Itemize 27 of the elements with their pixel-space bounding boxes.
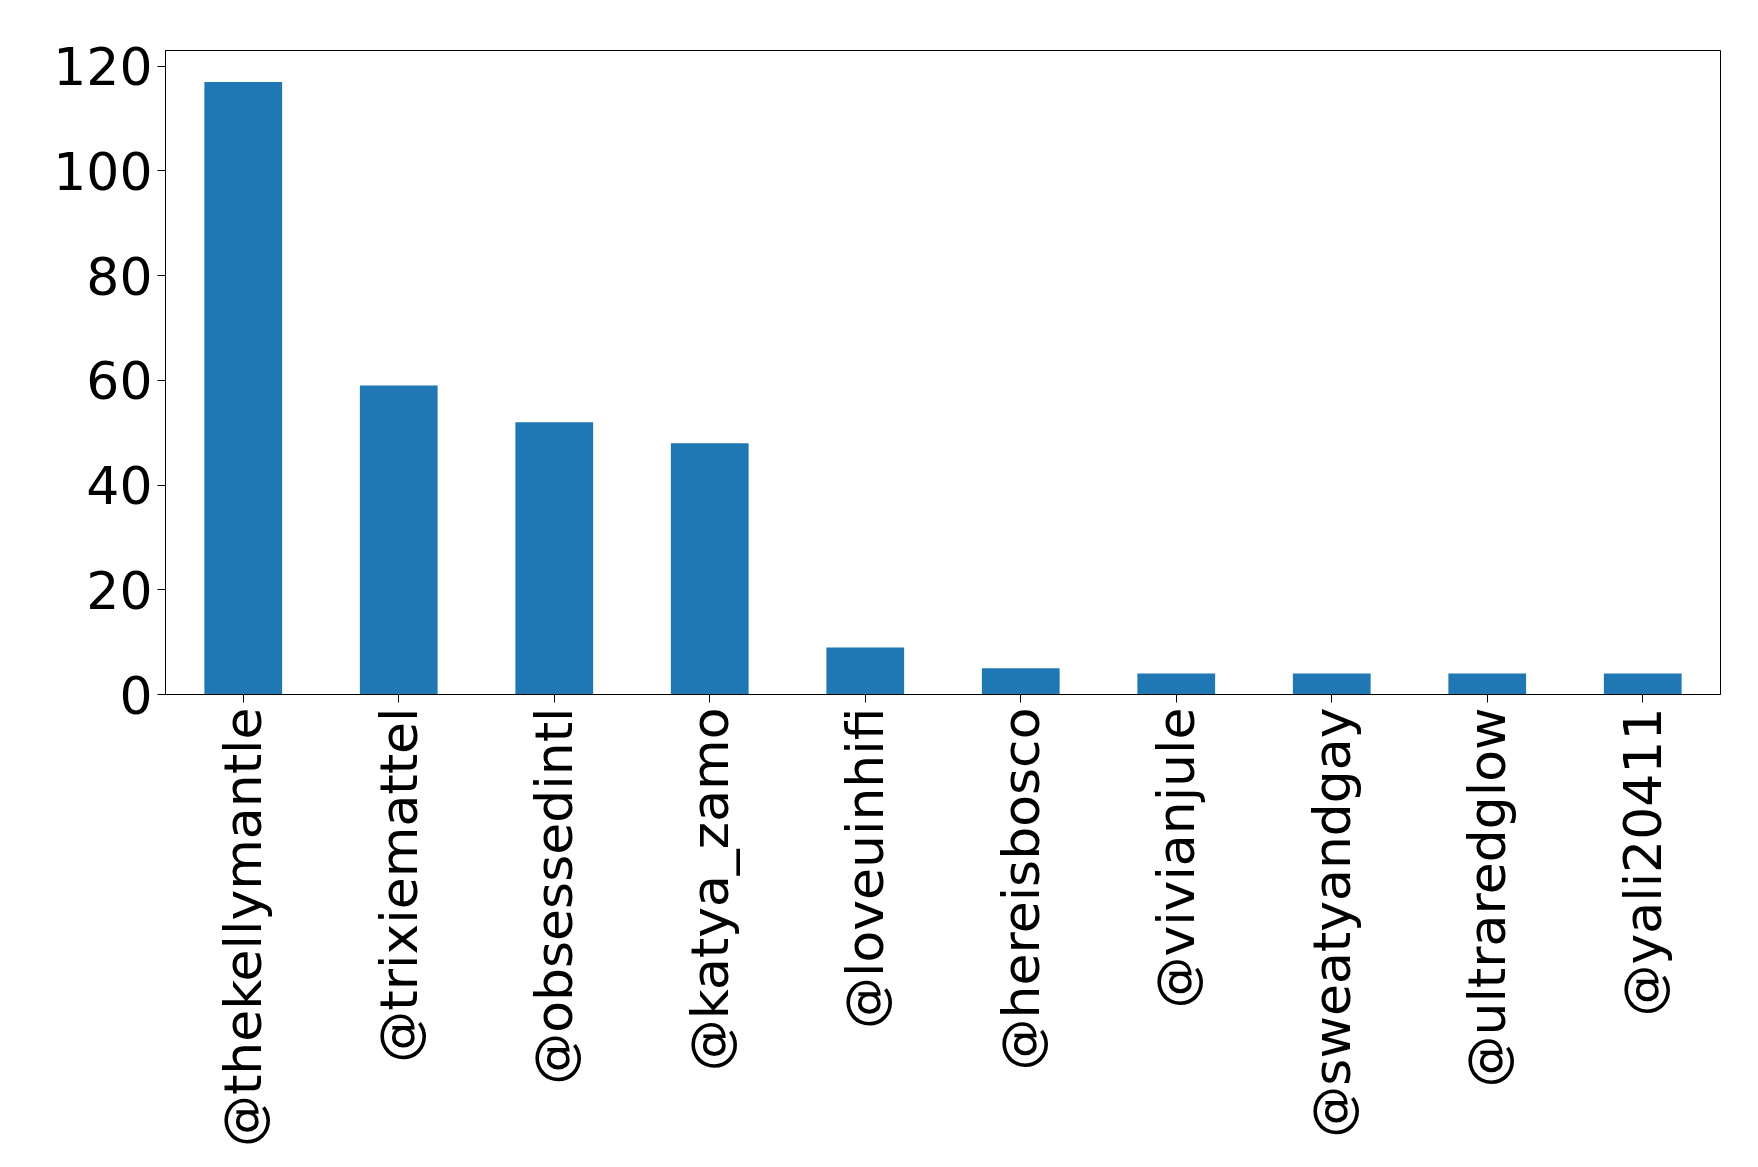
bar xyxy=(359,385,438,695)
y-tick-label: 20 xyxy=(86,560,153,621)
x-tick-label: @trixiemattel xyxy=(368,707,429,1063)
bar xyxy=(826,647,905,695)
x-tick-label: @vivianjule xyxy=(1146,707,1207,1009)
bar xyxy=(204,81,283,695)
x-tick-label: @loveuinhifi xyxy=(835,707,896,1030)
bar xyxy=(1603,673,1682,695)
bar xyxy=(1448,673,1527,695)
bar xyxy=(981,668,1060,695)
y-tick-label: 40 xyxy=(86,456,153,517)
bar xyxy=(1292,673,1371,695)
y-tick-label: 100 xyxy=(53,141,153,202)
x-tick-label: @sweatyandgay xyxy=(1301,707,1362,1138)
x-tick-label: @obsessedintl xyxy=(524,707,585,1085)
y-tick-label: 120 xyxy=(53,37,153,98)
y-tick-label: 0 xyxy=(119,665,153,726)
bar xyxy=(1137,673,1216,695)
x-tick-label: @hereisbosco xyxy=(990,707,1051,1071)
bar xyxy=(670,443,749,695)
y-tick-label: 80 xyxy=(86,246,153,307)
bar xyxy=(515,422,594,695)
x-tick-label: @katya_zamo xyxy=(679,707,740,1072)
y-tick-label: 60 xyxy=(86,351,153,412)
x-tick-label: @ultraredglow xyxy=(1457,707,1518,1088)
x-tick-label: @thekellymantle xyxy=(213,707,274,1148)
x-tick-label: @yali20411 xyxy=(1612,707,1673,1017)
